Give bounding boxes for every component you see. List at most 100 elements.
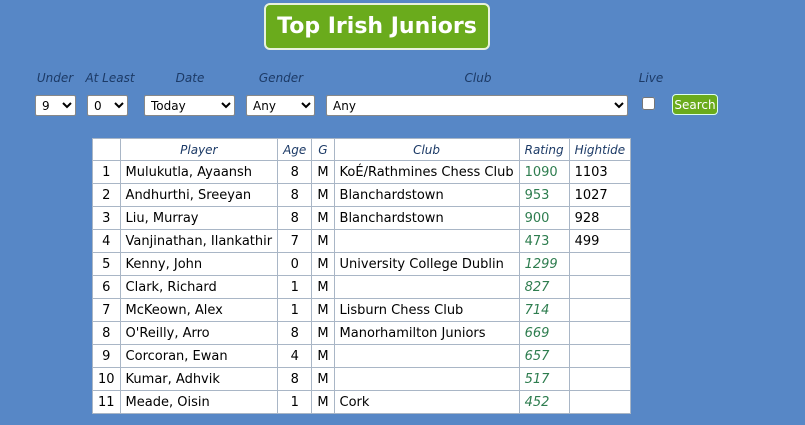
table-cell: 11 (92, 390, 121, 414)
table-cell: University College Dublin (333, 252, 520, 276)
table-cell: Blanchardstown (333, 183, 520, 207)
title: Top Irish Juniors (264, 3, 490, 50)
table-cell: Lisburn Chess Club (333, 298, 520, 322)
table-cell: 8 (277, 183, 313, 207)
table-cell: 1090 (518, 160, 570, 184)
table-cell: 6 (92, 275, 121, 299)
table-cell: 1103 (568, 160, 632, 184)
table-cell: M (311, 367, 335, 391)
table-cell: Blanchardstown (333, 206, 520, 230)
table-cell: M (311, 275, 335, 299)
filter-select[interactable]: Any (246, 95, 315, 116)
column-header: G (311, 138, 335, 161)
table-cell: Vanjinathan, Ilankathir (119, 229, 279, 253)
table-cell: 7 (277, 229, 313, 253)
table-cell: O'Reilly, Arro (119, 321, 279, 345)
table-cell (333, 367, 520, 391)
results-table: Player Age G Club Rating Hightide 1 Mulukutla,… (92, 138, 632, 414)
live-checkbox[interactable] (642, 97, 655, 110)
table-cell: 8 (277, 367, 313, 391)
table-cell (568, 367, 632, 391)
table-cell: 714 (518, 298, 570, 322)
table-cell: 928 (568, 206, 632, 230)
table-cell: 5 (92, 252, 121, 276)
table-row: 6 Clark, Richard 1 M 827 (92, 275, 632, 299)
table-cell: M (311, 206, 335, 230)
table-cell: Meade, Oisin (119, 390, 279, 414)
table-cell: 900 (518, 206, 570, 230)
table-cell: M (311, 390, 335, 414)
filter-select[interactable]: Any (326, 95, 628, 116)
table-cell: Corcoran, Ewan (119, 344, 279, 368)
table-cell: M (311, 252, 335, 276)
table-cell: KoÉ/Rathmines Chess Club (333, 160, 520, 184)
table-cell: 473 (518, 229, 570, 253)
column-header: Age (277, 138, 313, 161)
table-cell: 1027 (568, 183, 632, 207)
table-cell: 1 (277, 298, 313, 322)
filter-label: At Least (85, 71, 135, 85)
column-header: Rating (518, 138, 570, 161)
table-cell: 499 (568, 229, 632, 253)
table-cell: 1 (277, 390, 313, 414)
table-cell: 9 (92, 344, 121, 368)
column-header: Club (333, 138, 520, 161)
table-row: 7 McKeown, Alex 1 M Lisburn Chess Club 714 (92, 298, 632, 322)
table-cell: Andhurthi, Sreeyan (119, 183, 279, 207)
table-row: 11 Meade, Oisin 1 M Cork 452 (92, 390, 632, 414)
table-cell: 7 (92, 298, 121, 322)
table-cell: 827 (518, 275, 570, 299)
table-cell: Mulukutla, Ayaansh (119, 160, 279, 184)
table-row: 5 Kenny, John 0 M University College Dublin 1… (92, 252, 632, 276)
filter-label: Club (464, 71, 492, 85)
table-cell (568, 252, 632, 276)
column-header: Hightide (568, 138, 632, 161)
table-cell: Clark, Richard (119, 275, 279, 299)
table-cell: 0 (277, 252, 313, 276)
table-cell (333, 229, 520, 253)
table-cell: M (311, 160, 335, 184)
table-cell: 517 (518, 367, 570, 391)
table-row: 2 Andhurthi, Sreeyan 8 M Blanchardstown 953 10… (92, 183, 632, 207)
table-row: 10 Kumar, Adhvik 8 M 517 (92, 367, 632, 391)
table-cell: 657 (518, 344, 570, 368)
table-row: 4 Vanjinathan, Ilankathir 7 M 473 499 (92, 229, 632, 253)
table-cell (568, 321, 632, 345)
table-cell: Manorhamilton Juniors (333, 321, 520, 345)
column-header (92, 138, 121, 161)
table-cell: 10 (92, 367, 121, 391)
filter-label: Under (36, 71, 74, 85)
table-row: 8 O'Reilly, Arro 8 M Manorhamilton Juniors 66… (92, 321, 632, 345)
table-cell: M (311, 229, 335, 253)
filter-select[interactable]: Today (144, 95, 235, 116)
table-cell: 8 (277, 321, 313, 345)
table-cell (333, 344, 520, 368)
table-cell: 452 (518, 390, 570, 414)
table-cell: 1 (92, 160, 121, 184)
table-cell: 4 (277, 344, 313, 368)
table-row: 3 Liu, Murray 8 M Blanchardstown 900 928 (92, 206, 632, 230)
table-cell: 3 (92, 206, 121, 230)
table-cell: M (311, 298, 335, 322)
table-cell: 4 (92, 229, 121, 253)
filter-select[interactable]: 0 (87, 95, 128, 116)
filter-select[interactable]: 9 (35, 95, 76, 116)
filter-label: Date (175, 71, 205, 85)
table-cell: 8 (277, 206, 313, 230)
search-button[interactable]: Search (672, 94, 718, 115)
table-cell: 953 (518, 183, 570, 207)
table-cell: 8 (277, 160, 313, 184)
table-cell (568, 344, 632, 368)
table-cell: 8 (92, 321, 121, 345)
table-cell: Kenny, John (119, 252, 279, 276)
table-cell: McKeown, Alex (119, 298, 279, 322)
filter-label: Live (638, 71, 664, 85)
table-cell: 669 (518, 321, 570, 345)
table-cell (568, 298, 632, 322)
table-row: 1 Mulukutla, Ayaansh 8 M KoÉ/Rathmines Chess… (92, 160, 632, 184)
table-cell: Cork (333, 390, 520, 414)
table-cell: 2 (92, 183, 121, 207)
column-header: Player (119, 138, 279, 161)
table-cell: M (311, 321, 335, 345)
